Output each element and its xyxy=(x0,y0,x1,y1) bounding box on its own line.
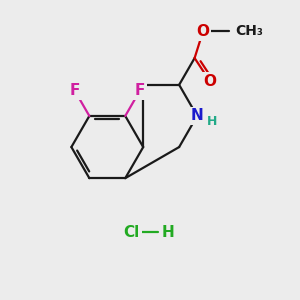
Text: F: F xyxy=(135,83,145,98)
Text: O: O xyxy=(196,24,209,39)
Text: CH₃: CH₃ xyxy=(235,24,263,38)
Text: H: H xyxy=(207,115,218,128)
Text: H: H xyxy=(162,225,175,240)
Text: Cl: Cl xyxy=(124,225,140,240)
Text: F: F xyxy=(69,83,80,98)
Text: O: O xyxy=(203,74,217,89)
Text: N: N xyxy=(191,108,203,123)
